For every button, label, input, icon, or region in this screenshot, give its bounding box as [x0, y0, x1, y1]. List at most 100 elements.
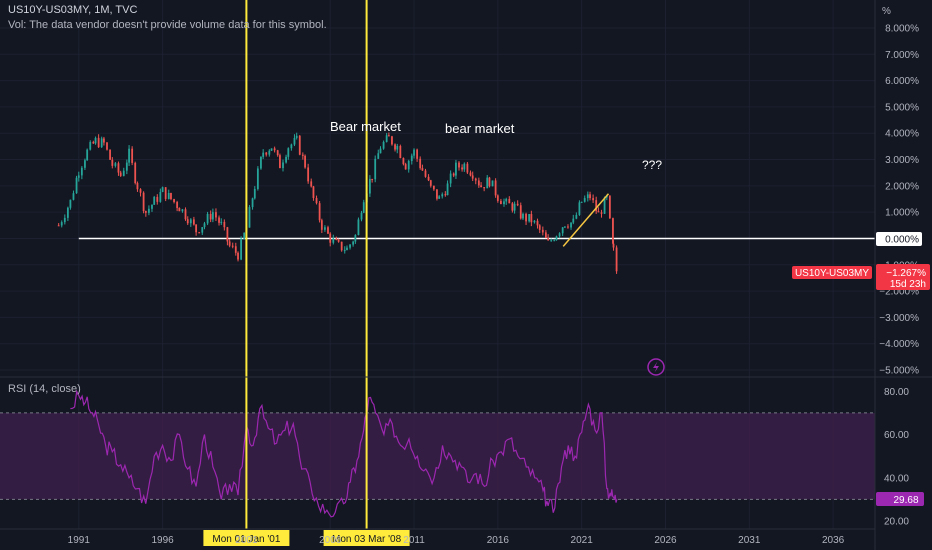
price-axis[interactable]: 8.000% 7.000% 6.000% 5.000% 4.000% 3.000% 2.00… [879, 24, 919, 377]
candle-body [592, 198, 595, 201]
zero-price-tag [876, 232, 922, 246]
candle-body [231, 245, 234, 247]
price-tick-label: 7.000% [885, 50, 919, 61]
candle-body [279, 155, 281, 169]
candle-body [612, 243, 615, 248]
candle-body [117, 163, 120, 173]
candle-body [533, 220, 536, 223]
candle-body [148, 208, 150, 213]
candle-body [419, 158, 422, 169]
symbol-legend[interactable]: US10Y-US03MY, 1M, TVC [8, 4, 138, 16]
vertical-markers: Mon 01 Jan '01 Mon 03 Mar '08 [203, 0, 410, 546]
candle-body [122, 170, 125, 176]
candle-body [111, 159, 114, 166]
rsi-value-label: 29.68 [893, 495, 918, 506]
rsi-tick-label: 40.00 [884, 473, 909, 484]
candle-body [170, 192, 172, 200]
time-tick-label: 2011 [403, 535, 425, 546]
candle-body [60, 222, 63, 226]
candle-body [477, 180, 480, 186]
candle-body [597, 211, 600, 213]
candle-body [103, 138, 105, 143]
candle-body [513, 203, 516, 211]
candle-body [206, 214, 209, 224]
candle-body [128, 148, 130, 163]
candle-body [407, 161, 410, 170]
candle-body [290, 144, 293, 149]
candle-body [488, 177, 491, 187]
time-tick-label: 1996 [151, 535, 174, 546]
candle-body [234, 246, 237, 253]
vertical-marker-tag [203, 530, 290, 546]
candle-body [580, 201, 583, 203]
candle-body [432, 185, 435, 190]
candle-body [260, 156, 262, 169]
candle-body [379, 148, 382, 154]
candle-body [237, 252, 239, 260]
time-tick-label: 2006 [319, 535, 342, 546]
candle-body [471, 175, 474, 179]
candle-body [97, 137, 100, 148]
rsi-tick-label: 80.00 [884, 387, 909, 398]
candle-body [220, 221, 223, 223]
price-axis-unit: % [882, 6, 891, 17]
price-tick-label: −5.000% [879, 366, 919, 377]
candle-body [452, 173, 455, 176]
candle-body [374, 158, 377, 180]
candle-body [119, 172, 122, 176]
candle-body [563, 226, 566, 228]
candle-body [293, 137, 296, 145]
candle-body [276, 150, 279, 156]
time-axis[interactable]: 1991 1996 2001 2006 2011 2016 2021 2026 2031 2036 [68, 535, 845, 546]
candle-body [295, 135, 298, 138]
rsi-tick-label: 20.00 [884, 517, 909, 528]
candle-body [382, 141, 385, 149]
candle-body [553, 240, 556, 242]
trend-line[interactable] [562, 193, 610, 247]
candle-body [455, 162, 457, 176]
candle-body [315, 197, 318, 204]
candle-body [86, 149, 89, 161]
candle-body [195, 224, 198, 233]
candle-body [500, 200, 502, 205]
candle-body [63, 217, 66, 223]
candle-body [486, 177, 489, 189]
candle-body [575, 214, 578, 219]
lightning-icon[interactable] [647, 358, 665, 376]
candle-body [458, 162, 460, 168]
price-tick-label: 4.000% [885, 129, 919, 140]
candle-body [544, 232, 547, 239]
candle-body [270, 148, 273, 151]
price-tick-label: −3.000% [879, 313, 919, 324]
candle-body [192, 219, 195, 225]
candle-body [600, 212, 603, 214]
price-tick-label: 2.000% [885, 181, 919, 192]
candle-body [131, 148, 134, 163]
rsi-legend[interactable]: RSI (14, close) [8, 383, 81, 395]
candle-body [248, 207, 251, 228]
candle-body [156, 196, 159, 202]
rsi-tick-label: 60.00 [884, 430, 909, 441]
candle-body [612, 218, 614, 244]
candle-body [402, 157, 405, 165]
candle-body [77, 175, 80, 178]
candle-body [525, 213, 527, 222]
candle-body [69, 199, 72, 208]
candle-body [144, 210, 147, 213]
rsi-axis[interactable]: 80.00 60.00 40.00 20.00 [884, 387, 909, 528]
candle-body [528, 214, 531, 222]
candle-body [240, 238, 242, 260]
candle-body [572, 218, 575, 223]
candle-body [181, 209, 184, 212]
candle-body [586, 194, 589, 199]
candle-body [340, 241, 343, 251]
candle-body [438, 196, 441, 199]
candle-body [449, 173, 452, 184]
candle-body [282, 162, 284, 169]
rsi-value-tag [876, 492, 924, 506]
candle-body [327, 227, 329, 234]
candle-body [228, 241, 231, 246]
candle-body [371, 178, 374, 180]
candle-body [391, 136, 393, 145]
